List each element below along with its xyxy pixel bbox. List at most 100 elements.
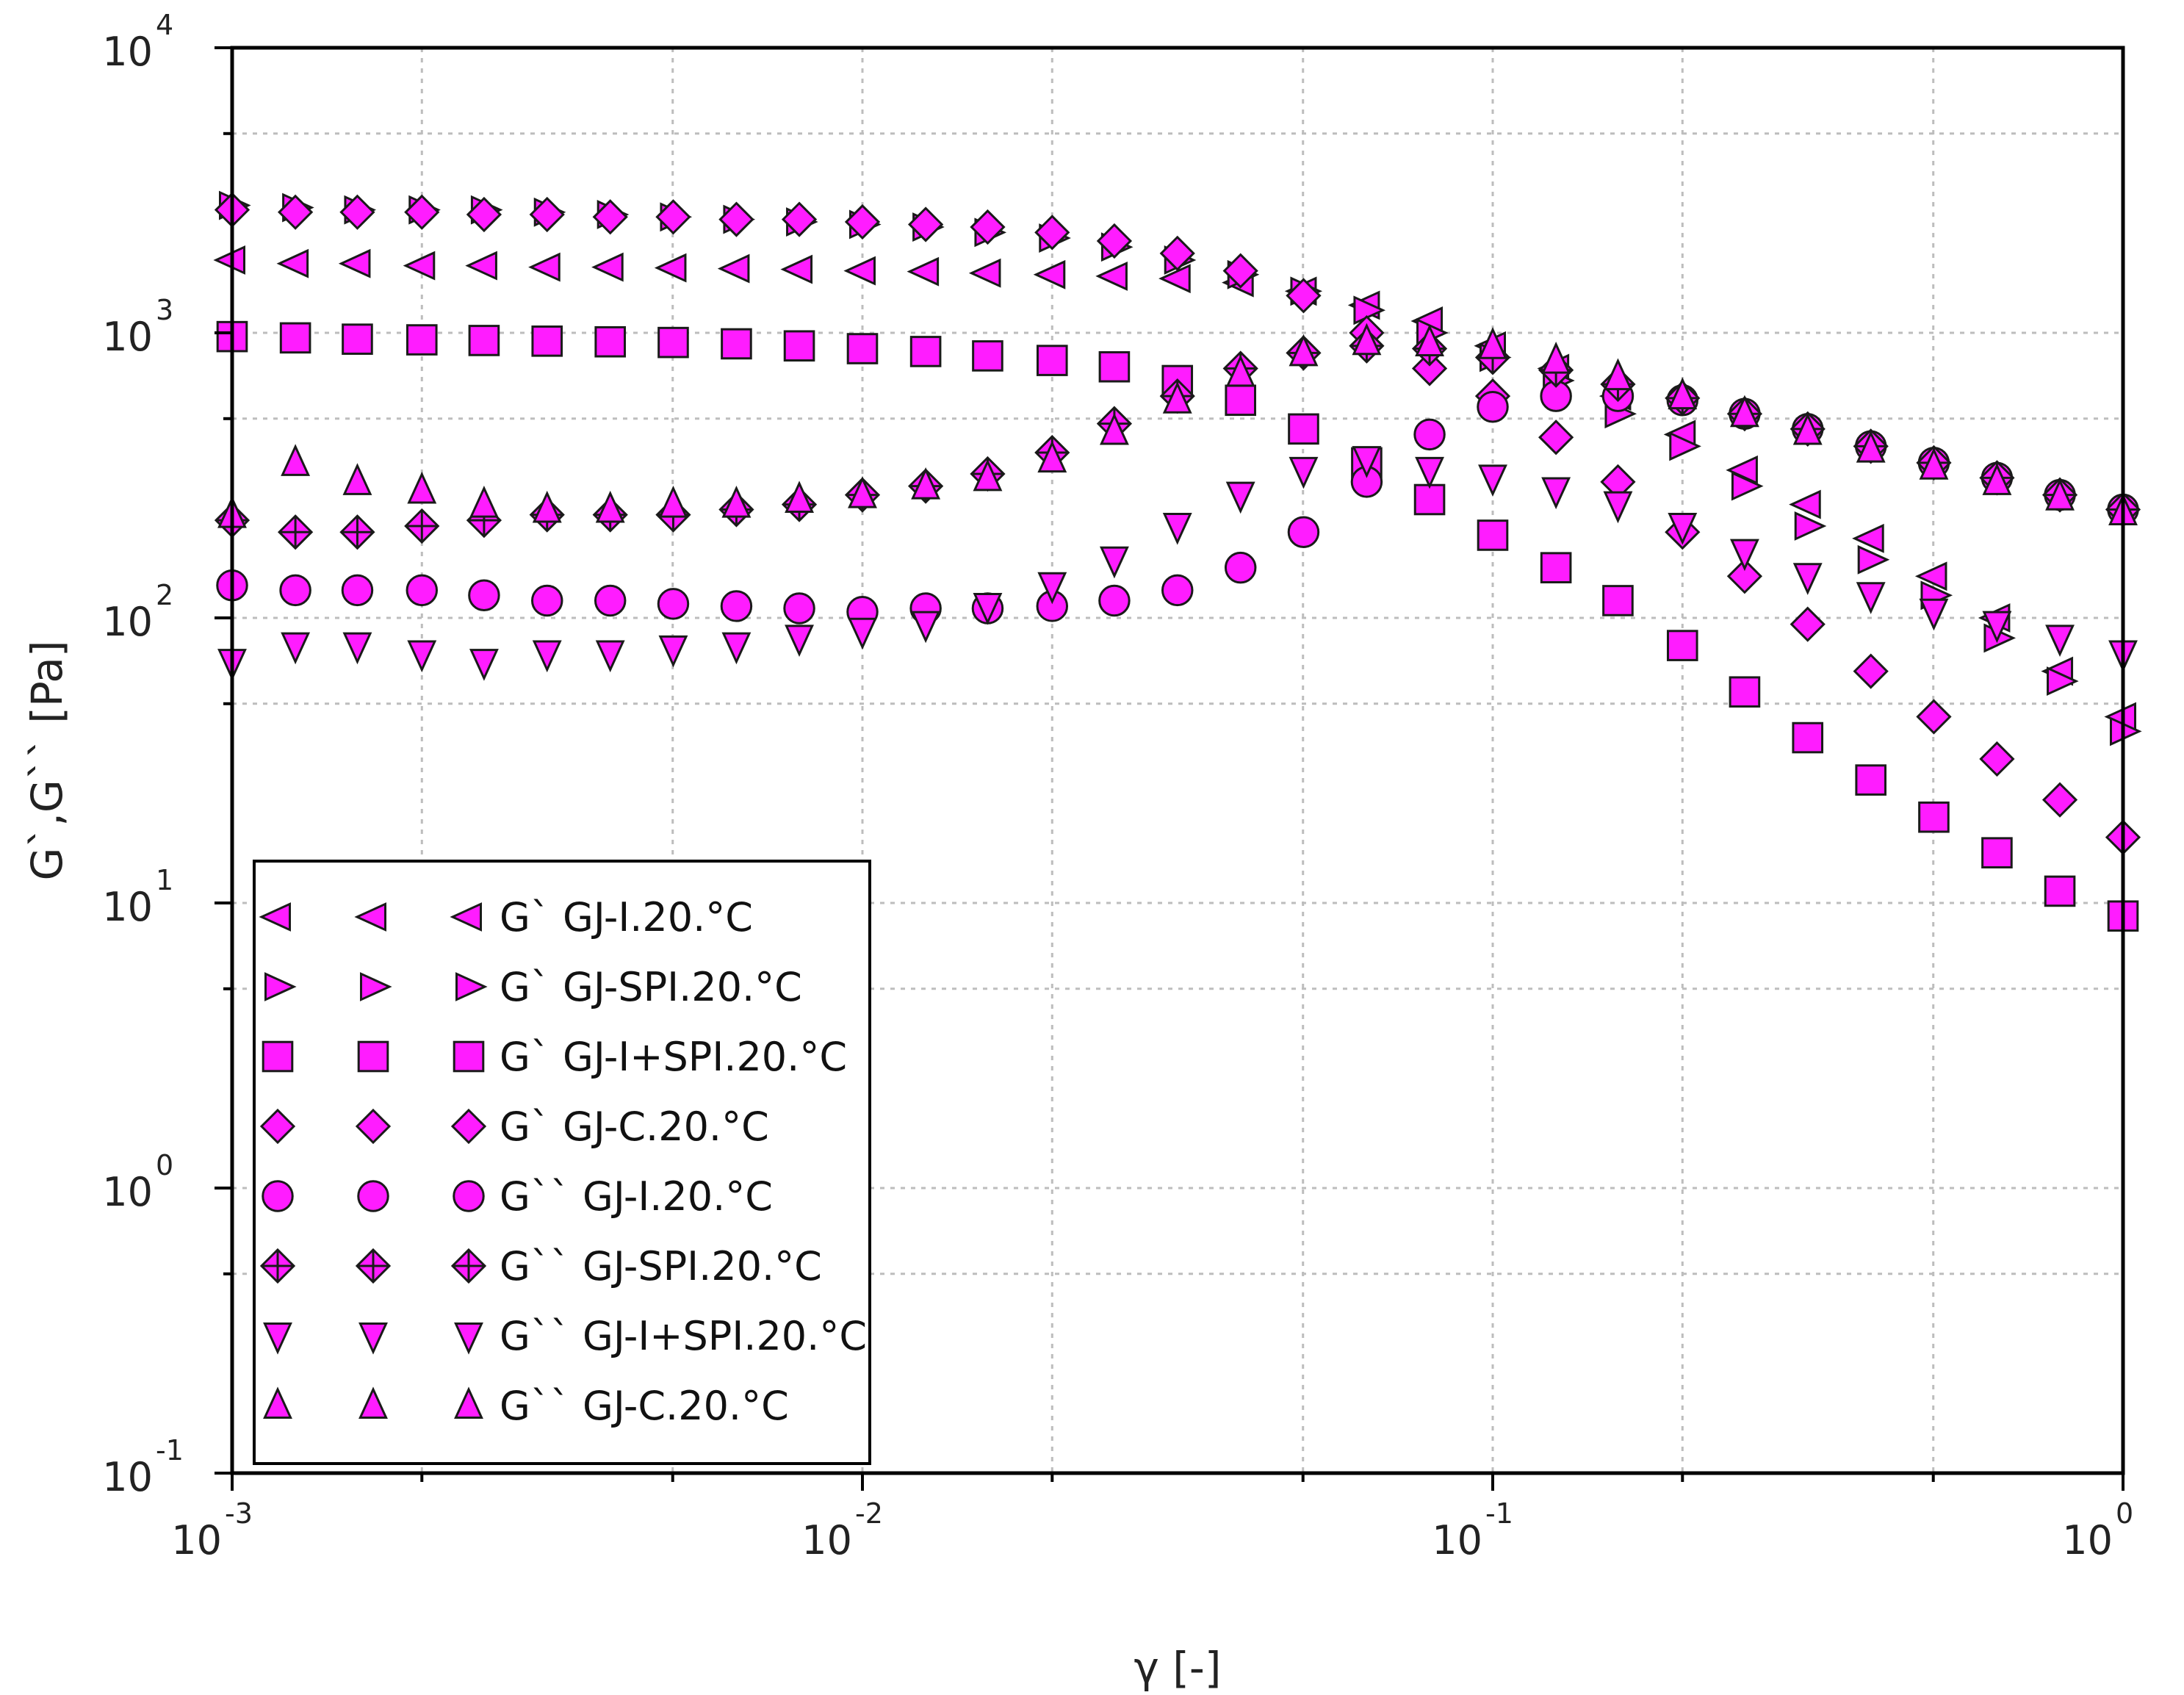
data-point (2044, 875, 2076, 907)
data-point (1541, 341, 1571, 374)
data-point (530, 584, 563, 617)
legend-label: G` GJ-I+SPI.20.°C (500, 1034, 847, 1080)
legend-label: G`` GJ-I.20.°C (500, 1173, 773, 1220)
data-point (529, 196, 565, 233)
x-tick-base: 10 (801, 1517, 852, 1563)
data-point (1037, 440, 1067, 473)
y-tick-exponent: -1 (156, 1434, 184, 1467)
data-point (1789, 489, 1821, 519)
data-point (528, 252, 561, 282)
data-point (277, 194, 314, 230)
y-tick-exponent: 3 (156, 294, 173, 326)
data-point (968, 258, 1001, 288)
y-tick-label: 103 (102, 294, 173, 360)
legend-marker (358, 1322, 388, 1355)
data-point (1792, 721, 1824, 754)
x-tick-base: 10 (171, 1517, 222, 1563)
data-point (1979, 741, 2015, 777)
data-point (1603, 491, 1633, 524)
data-point (848, 476, 877, 508)
data-point (591, 252, 624, 282)
legend-label: G` GJ-I.20.°C (500, 894, 753, 940)
data-point (973, 592, 1003, 625)
series-8 (217, 323, 2138, 528)
data-point (1981, 837, 2013, 868)
x-tick-label: 100 (2062, 1497, 2133, 1563)
data-point (469, 485, 499, 518)
data-point (1541, 477, 1571, 510)
data-point (1289, 456, 1319, 489)
data-point (1726, 455, 1758, 485)
y-tick-exponent: 0 (156, 1149, 173, 1181)
legend-marker (263, 1322, 292, 1355)
data-point (1162, 381, 1192, 414)
data-point (1415, 324, 1444, 357)
data-point (1919, 447, 1949, 480)
legend-marker (454, 1322, 483, 1355)
legend-marker (450, 1248, 487, 1284)
data-point (907, 206, 944, 242)
data-point (1856, 431, 1886, 463)
data-point (718, 201, 754, 237)
legend-label: G`` GJ-I+SPI.20.°C (500, 1313, 867, 1359)
data-point (1352, 323, 1382, 356)
data-point (658, 485, 688, 518)
legend-marker (453, 1180, 485, 1212)
legend-label: G` GJ-C.20.°C (500, 1104, 769, 1150)
data-point (1729, 676, 1761, 708)
data-point (907, 256, 940, 287)
legend-marker (454, 1386, 483, 1419)
data-point (1099, 546, 1129, 579)
data-point (2047, 666, 2079, 697)
x-tick-base: 10 (2062, 1517, 2113, 1563)
legend: G` GJ-I.20.°C G` GJ-SPI.20.°C G` GJ-I+SPI.… (253, 860, 871, 1465)
data-point (1538, 420, 1574, 456)
data-point (844, 204, 881, 240)
data-point (1162, 512, 1192, 545)
data-point (277, 514, 314, 550)
data-point (1225, 384, 1256, 417)
data-point (1411, 350, 1448, 386)
data-point (595, 490, 625, 523)
data-point (658, 635, 688, 668)
series-7 (217, 446, 2138, 681)
data-point (785, 481, 814, 513)
data-point (281, 444, 311, 476)
data-point (1413, 483, 1446, 516)
legend-marker (355, 1108, 392, 1145)
legend-marker (264, 972, 297, 1001)
data-point (403, 251, 436, 281)
data-point (1095, 261, 1128, 291)
data-point (1099, 412, 1129, 445)
data-point (468, 325, 500, 356)
data-point (1669, 431, 1701, 461)
data-point (465, 251, 497, 281)
data-point (721, 632, 752, 665)
legend-marker (453, 1040, 485, 1073)
data-point (1415, 456, 1444, 489)
data-point (1792, 563, 1823, 595)
data-point (339, 194, 375, 230)
data-point (1037, 572, 1067, 605)
legend-box (253, 860, 871, 1465)
x-tick-exponent: -1 (1485, 1497, 1513, 1530)
data-point (721, 328, 752, 360)
data-point (1914, 561, 1947, 591)
data-point (1224, 551, 1257, 584)
data-point (972, 340, 1003, 372)
data-point (1477, 390, 1509, 423)
legend-marker (262, 1040, 294, 1073)
y-tick-base: 10 (102, 884, 153, 930)
legend-entry: G` GJ-I+SPI.20.°C (262, 1034, 847, 1080)
data-point (970, 209, 1006, 245)
data-point (1158, 264, 1191, 294)
y-tick-base: 10 (102, 1454, 153, 1500)
legend-label: G` GJ-SPI.20.°C (500, 964, 802, 1010)
data-point (1286, 278, 1322, 314)
data-point (1478, 327, 1507, 359)
y-tick-exponent: 4 (156, 9, 173, 41)
data-point (279, 574, 311, 607)
data-point (404, 194, 440, 230)
